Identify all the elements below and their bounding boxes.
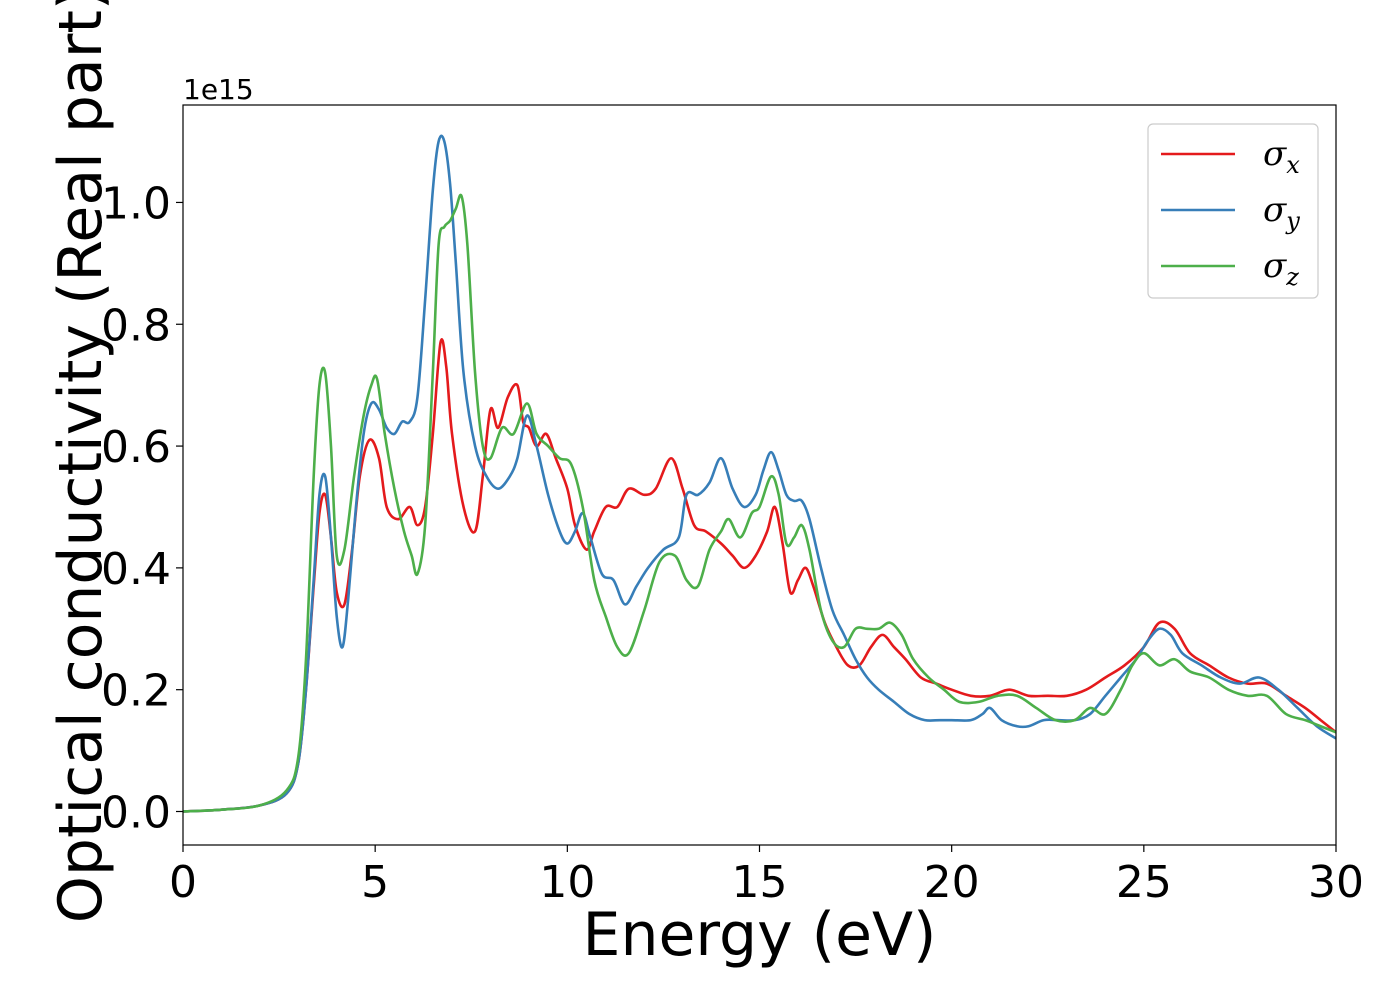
y-tick-label: 0.8 <box>101 300 171 351</box>
plot-lines <box>183 134 1336 813</box>
x-tick-label: 10 <box>539 857 595 908</box>
series-line-x <box>183 338 1336 813</box>
y-tick-label: 0.0 <box>101 788 171 839</box>
x-axis: 0 5 10 15 20 25 30 <box>169 845 1364 908</box>
y-offset-text: 1e15 <box>183 73 254 106</box>
y-tick-label: 0.4 <box>101 544 171 595</box>
legend: σx σy σz <box>1147 123 1319 299</box>
legend-label: σz <box>1263 246 1299 291</box>
y-axis: 0.0 0.2 0.4 0.6 0.8 1.0 <box>101 178 183 839</box>
y-axis-title: Optical conductivity (Real part) <box>46 0 116 923</box>
series-line-y <box>183 134 1336 813</box>
x-tick-label: 20 <box>924 857 980 908</box>
x-tick-label: 5 <box>361 857 389 908</box>
legend-entry-z: σz <box>1161 246 1299 291</box>
series-line-z <box>183 193 1336 813</box>
x-tick-label: 15 <box>732 857 788 908</box>
legend-entry-y: σy <box>1161 190 1300 235</box>
legend-label: σy <box>1263 190 1300 235</box>
x-tick-label: 30 <box>1308 857 1364 908</box>
x-tick-label: 0 <box>169 857 197 908</box>
y-tick-label: 0.6 <box>101 422 171 473</box>
x-axis-title: Energy (eV) <box>583 900 937 970</box>
legend-label: σx <box>1263 134 1300 179</box>
y-tick-label: 1.0 <box>101 178 171 229</box>
x-tick-label: 25 <box>1116 857 1172 908</box>
legend-entry-x: σx <box>1161 134 1300 179</box>
y-tick-label: 0.2 <box>101 666 171 717</box>
